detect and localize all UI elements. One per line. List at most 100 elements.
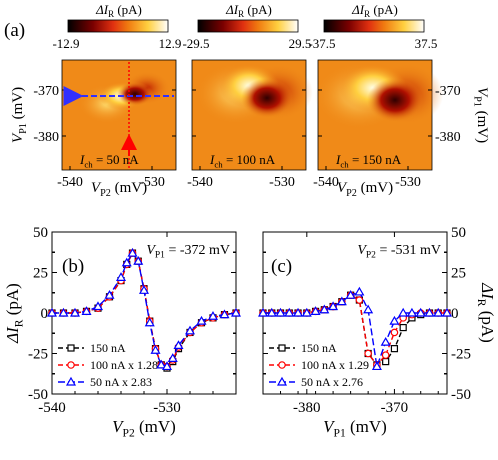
data-point-triangle xyxy=(284,307,295,317)
colorbar-min-label: -37.5 xyxy=(308,36,335,51)
legend-label: 150 nA xyxy=(90,341,126,355)
colorbar-label: ΔIR (pA) xyxy=(95,2,142,19)
data-point-triangle xyxy=(354,286,365,296)
heatmap-x-tick-label: -540 xyxy=(187,175,213,190)
data-point-triangle xyxy=(328,301,339,311)
heatmap-x-tick-label: -530 xyxy=(139,175,165,190)
heatmap-y-tick-label-left: -380 xyxy=(33,130,59,145)
data-point-triangle xyxy=(46,307,58,317)
data-point-circle xyxy=(67,361,75,369)
heatmap-y-tick-label-right: -370 xyxy=(435,84,461,99)
data-point-triangle xyxy=(81,306,92,315)
data-point-triangle xyxy=(230,307,242,317)
series-line xyxy=(52,251,237,368)
panel-b-plot: 50 25 0 -25 -50-540 -530 150 nA 100 nA x 1.28 50… xyxy=(3,225,242,439)
data-point-triangle xyxy=(167,353,178,362)
colorbar xyxy=(197,19,299,33)
heatmap-y-axis-label-left: VP1 (mV) xyxy=(10,87,29,143)
series-line xyxy=(263,291,447,367)
y-tick-label: 0 xyxy=(41,306,49,322)
data-point-triangle xyxy=(266,307,277,317)
data-point-triangle xyxy=(363,304,374,314)
heatmap-x-tick-label: -530 xyxy=(395,175,421,190)
colorbar xyxy=(323,19,425,33)
data-point-circle xyxy=(390,328,399,337)
data-point-triangle xyxy=(371,361,382,371)
data-point-triangle xyxy=(161,361,173,371)
data-point-triangle xyxy=(336,296,347,306)
data-point-triangle xyxy=(121,257,132,267)
data-point-circle xyxy=(364,349,372,358)
colorbar-max-label: 29.5 xyxy=(289,36,312,51)
heatmap-current-label: Ich = 100 nA xyxy=(209,152,276,169)
x-tick-label: -380 xyxy=(293,400,321,416)
heatmap-x-axis-label: VP2 (mV) xyxy=(337,180,393,199)
y-axis-label: ΔIR (pA) xyxy=(475,282,497,343)
data-point-triangle xyxy=(406,307,417,317)
panel-c-plot: 50 25 0 -25 -50 -380 -370 150 nA 100 nA x 1.29 50… xyxy=(257,225,497,439)
data-point-square xyxy=(382,358,390,366)
panel-label-b: (b) xyxy=(62,256,84,277)
data-point-triangle xyxy=(196,315,207,325)
data-point-triangle xyxy=(104,289,115,299)
data-point-triangle xyxy=(173,340,184,349)
data-point-triangle xyxy=(144,317,155,327)
fixed-gate-annotation: VP1 = -372 mV xyxy=(146,243,230,261)
y-tick-label: -25 xyxy=(28,347,48,363)
data-point-triangle xyxy=(207,311,219,320)
x-tick-label: -540 xyxy=(38,400,66,416)
y-axis-label: ΔIR (pA) xyxy=(3,283,25,344)
data-point-triangle xyxy=(441,307,453,317)
y-tick-label: 0 xyxy=(451,306,459,322)
data-point-triangle xyxy=(133,255,144,265)
y-tick-label: 50 xyxy=(33,225,48,241)
colorbar-max-label: 12.9 xyxy=(159,36,182,51)
heatmap-x-tick-label: -540 xyxy=(313,175,339,190)
data-point-square xyxy=(278,344,286,352)
data-point-triangle xyxy=(275,307,286,317)
colorbar-min-label: -29.5 xyxy=(182,36,209,51)
data-point-triangle xyxy=(424,307,435,317)
data-point-square xyxy=(399,323,407,332)
heatmap-current-label: Ich = 150 nA xyxy=(335,152,402,169)
panel-label-c: (c) xyxy=(271,256,292,277)
colorbar-label: ΔIR (pA) xyxy=(225,2,272,19)
y-tick-label: -25 xyxy=(451,347,471,363)
legend-label: 50 nA x 2.83 xyxy=(90,375,152,389)
data-point-circle xyxy=(381,351,390,359)
heatmap-x-tick-label: -540 xyxy=(57,175,83,190)
data-point-circle xyxy=(355,296,364,304)
data-point-circle xyxy=(278,361,286,369)
data-point-triangle xyxy=(219,309,230,319)
data-point-triangle xyxy=(380,336,391,346)
x-axis-label: VP2 (mV) xyxy=(112,417,176,439)
data-point-triangle xyxy=(310,306,321,315)
series-line xyxy=(263,294,447,366)
data-point-triangle xyxy=(69,307,81,317)
heatmap-current-label: Ich = 50 nA xyxy=(79,152,139,169)
data-point-triangle xyxy=(398,307,409,317)
heatmap-negative-lobe xyxy=(367,78,423,122)
data-point-triangle xyxy=(276,376,288,386)
data-point-triangle xyxy=(58,307,69,317)
data-point-triangle xyxy=(415,307,426,317)
x-tick-label: -530 xyxy=(153,400,181,416)
y-tick-label: 25 xyxy=(451,266,466,282)
x-axis-label: VP1 (mV) xyxy=(323,417,387,439)
heatmap-group: ΔIR (pA) -12.9 12.9 Ich = 50 nA -540 -530 ΔIR … xyxy=(10,2,490,199)
y-tick-label: 50 xyxy=(451,225,466,241)
legend-label: 150 nA xyxy=(301,341,337,355)
heatmap-negative-lobe xyxy=(241,78,293,118)
heatmap-y-tick-label-right: -380 xyxy=(435,130,461,145)
series-line xyxy=(52,251,237,368)
legend-label: 100 nA x 1.29 xyxy=(301,358,369,372)
x-tick-label: -370 xyxy=(381,400,409,416)
colorbar-min-label: -12.9 xyxy=(52,36,79,51)
data-point-triangle xyxy=(156,359,167,369)
data-point-triangle xyxy=(92,301,104,311)
y-tick-label: -50 xyxy=(28,387,48,403)
data-point-triangle xyxy=(65,376,77,386)
heatmap-x-axis-label: VP2 (mV) xyxy=(91,180,147,199)
data-point-square xyxy=(390,345,399,353)
